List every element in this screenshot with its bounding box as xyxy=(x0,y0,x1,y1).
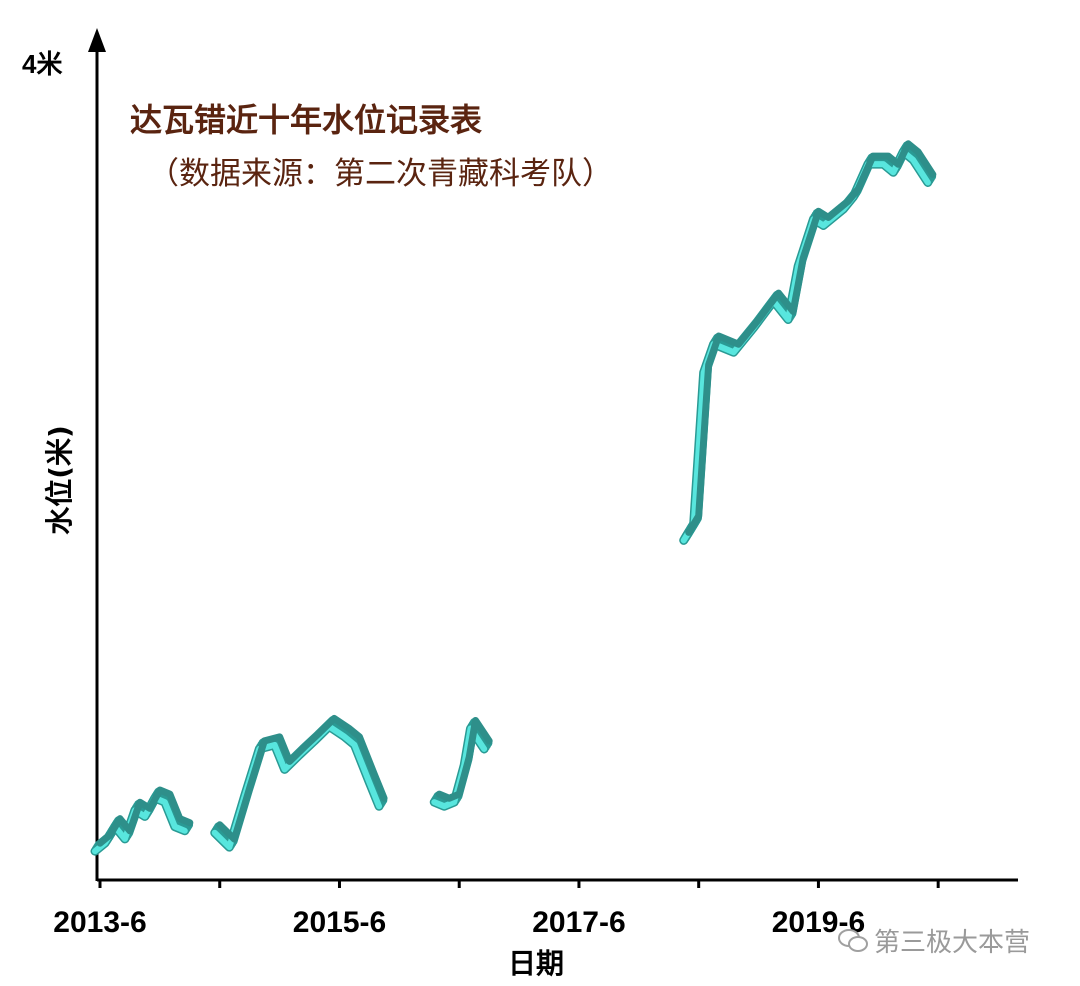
x-tick-label: 2017-6 xyxy=(532,906,625,939)
series-line xyxy=(216,714,388,843)
y-axis-arrow xyxy=(88,28,106,52)
chart-title: 达瓦错近十年水位记录表 xyxy=(130,101,483,139)
series-line xyxy=(685,140,937,536)
watermark-text: 第三极大本营 xyxy=(874,928,1031,958)
x-tick-label: 2019-6 xyxy=(772,906,865,939)
x-tick-label: 2015-6 xyxy=(293,906,386,939)
y-max-label: 4米 xyxy=(22,49,63,79)
x-ticks: 2013-6 2015-6 2017-6 2019-6 xyxy=(53,880,940,939)
x-tick-label: 2013-6 xyxy=(53,906,146,939)
series-line xyxy=(435,716,493,802)
chart-subtitle: （数据来源：第二次青藏科考队） xyxy=(148,156,613,192)
watermark: 第三极大本营 xyxy=(838,922,1030,959)
series-line-edge xyxy=(680,148,931,544)
x-axis-label: 日期 xyxy=(507,947,565,980)
series-line xyxy=(96,786,194,847)
wechat-icon xyxy=(838,928,868,954)
y-axis-label: 水位(米) xyxy=(43,425,76,535)
chart-axes xyxy=(88,28,1018,882)
water-level-series xyxy=(90,140,937,856)
